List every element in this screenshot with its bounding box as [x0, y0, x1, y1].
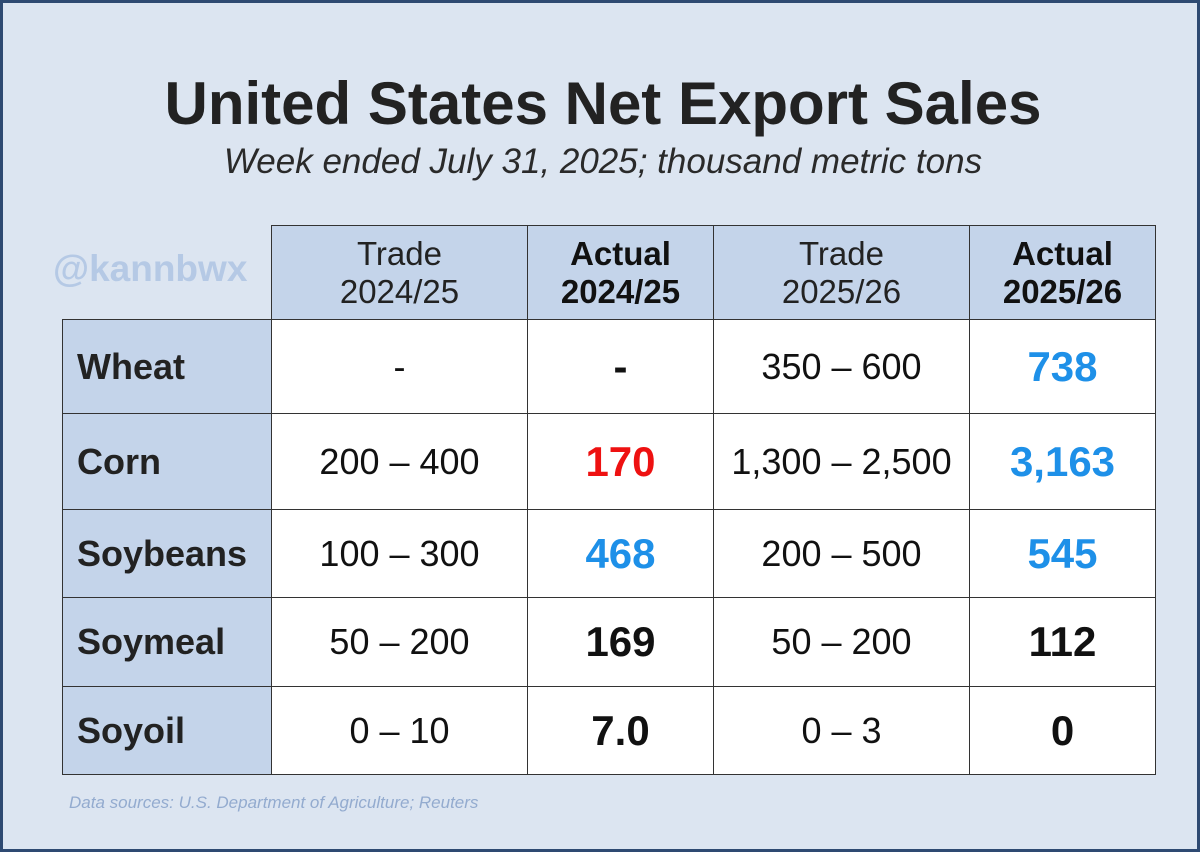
trade-2024-25-cell: -: [271, 319, 528, 414]
actual-2025-26-cell: 112: [969, 597, 1156, 687]
trade-2024-25-cell: 0 – 10: [271, 686, 528, 775]
col-header-line1: Trade: [799, 234, 884, 272]
col-header-actual-2025-26: Actual 2025/26: [969, 225, 1156, 320]
trade-2025-26-cell: 200 – 500: [713, 509, 970, 598]
col-header-actual-2024-25: Actual 2024/25: [527, 225, 714, 320]
chart-subtitle: Week ended July 31, 2025; thousand metri…: [223, 142, 983, 181]
row-label: Soyoil: [62, 686, 272, 775]
table-row-wheat: Wheat - - 350 – 600 738: [62, 319, 1156, 414]
trade-2025-26-cell: 0 – 3: [713, 686, 970, 775]
actual-2025-26-cell: 0: [969, 686, 1156, 775]
watermark-handle: @kannbwx: [53, 248, 248, 289]
actual-2025-26-cell: 545: [969, 509, 1156, 598]
header-row: Trade 2024/25 Actual 2024/25 Trade 2025/…: [63, 225, 1156, 320]
actual-2024-25-cell: 170: [527, 413, 714, 510]
col-header-line1: Trade: [357, 234, 442, 272]
col-header-trade-2025-26: Trade 2025/26: [713, 225, 970, 320]
table-row-soybeans: Soybeans 100 – 300 468 200 – 500 545: [62, 509, 1156, 598]
col-header-line2: 2024/25: [339, 272, 460, 310]
trade-2025-26-cell: 350 – 600: [713, 319, 970, 414]
trade-2024-25-cell: 50 – 200: [271, 597, 528, 687]
source-note: Data sources: U.S. Department of Agricul…: [69, 793, 479, 812]
trade-2024-25-cell: 100 – 300: [271, 509, 528, 598]
col-header-line2: 2025/26: [1002, 272, 1123, 310]
col-header-line2: 2025/26: [781, 272, 902, 310]
row-label: Soybeans: [62, 509, 272, 598]
table-row-corn: Corn 200 – 400 170 1,300 – 2,500 3,163: [62, 413, 1156, 510]
row-label: Soymeal: [62, 597, 272, 687]
trade-2025-26-cell: 50 – 200: [713, 597, 970, 687]
trade-2024-25-cell: 200 – 400: [271, 413, 528, 510]
header-corner: [63, 226, 272, 320]
actual-2025-26-cell: 738: [969, 319, 1156, 414]
table-row-soyoil: Soyoil 0 – 10 7.0 0 – 3 0: [62, 686, 1156, 775]
col-header-line1: Actual: [1012, 234, 1113, 272]
col-header-trade-2024-25: Trade 2024/25: [271, 225, 528, 320]
actual-2025-26-cell: 3,163: [969, 413, 1156, 510]
actual-2024-25-cell: 468: [527, 509, 714, 598]
col-header-line2: 2024/25: [560, 272, 681, 310]
actual-2024-25-cell: 7.0: [527, 686, 714, 775]
trade-2025-26-cell: 1,300 – 2,500: [713, 413, 970, 510]
row-label: Corn: [62, 413, 272, 510]
actual-2024-25-cell: 169: [527, 597, 714, 687]
table-row-soymeal: Soymeal 50 – 200 169 50 – 200 112: [62, 597, 1156, 687]
col-header-line1: Actual: [570, 234, 671, 272]
row-label: Wheat: [62, 319, 272, 414]
export-sales-table: Trade 2024/25 Actual 2024/25 Trade 2025/…: [62, 225, 1156, 775]
actual-2024-25-cell: -: [527, 319, 714, 414]
chart-title: United States Net Export Sales: [164, 70, 1042, 137]
